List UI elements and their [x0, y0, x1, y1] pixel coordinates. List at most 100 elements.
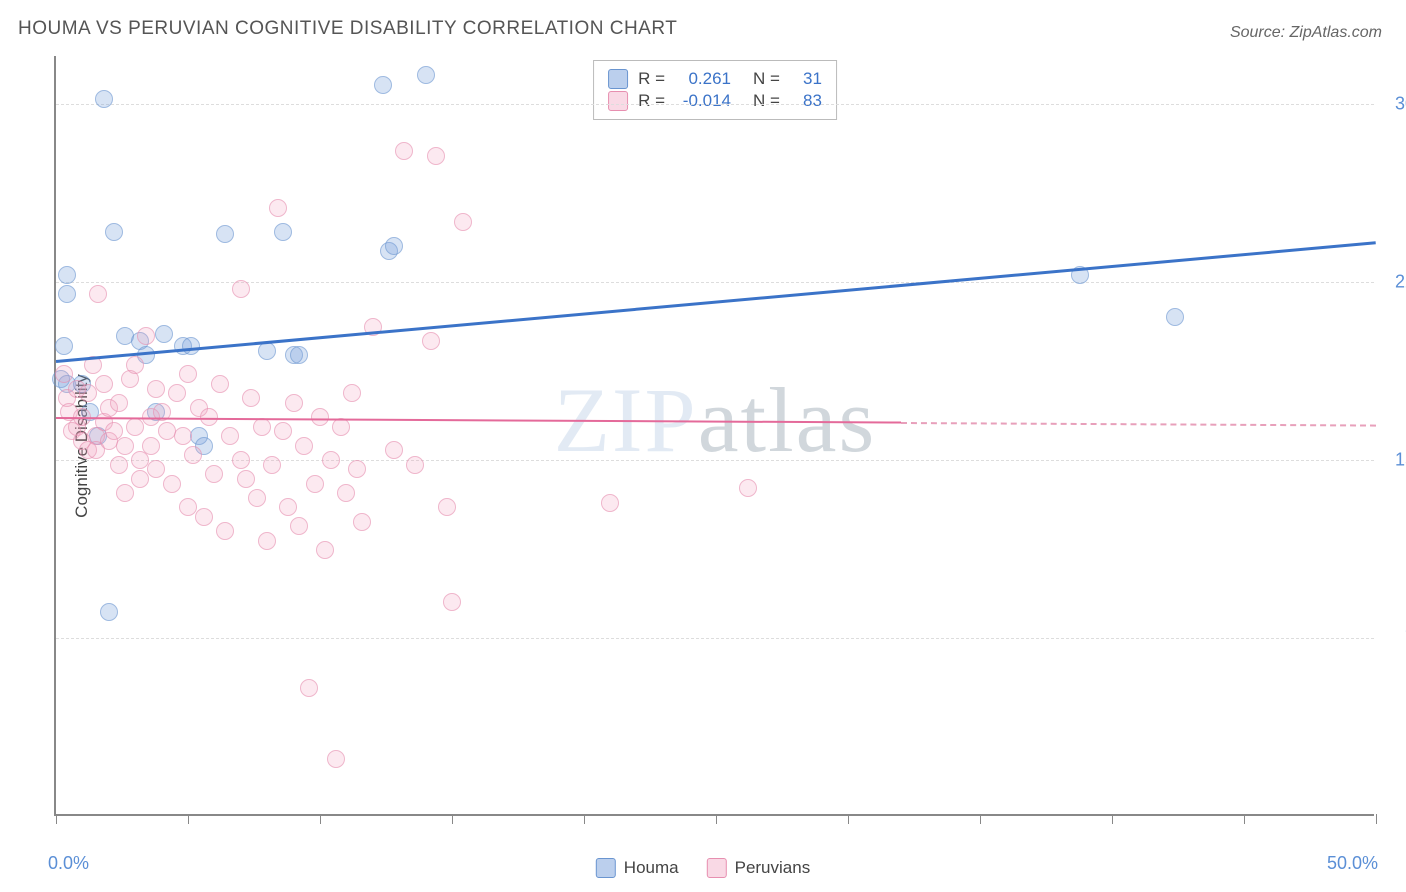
legend-label: Peruvians — [735, 858, 811, 878]
x-tick — [716, 814, 717, 824]
point-peruvians — [147, 380, 165, 398]
point-peruvians — [205, 465, 223, 483]
point-peruvians — [427, 147, 445, 165]
point-peruvians — [311, 408, 329, 426]
point-peruvians — [110, 456, 128, 474]
point-peruvians — [395, 142, 413, 160]
point-peruvians — [137, 327, 155, 345]
point-peruvians — [739, 479, 757, 497]
stats-n-label: N = — [753, 69, 780, 89]
x-tick — [848, 814, 849, 824]
point-peruvians — [79, 384, 97, 402]
legend-swatch-pink — [707, 858, 727, 878]
point-peruvians — [422, 332, 440, 350]
point-peruvians — [211, 375, 229, 393]
stats-n-value: 83 — [790, 91, 822, 111]
x-tick — [56, 814, 57, 824]
gridline-h — [56, 460, 1374, 461]
point-peruvians — [147, 460, 165, 478]
x-tick — [1376, 814, 1377, 824]
point-houma — [95, 90, 113, 108]
gridline-h — [56, 638, 1374, 639]
y-tick-label: 30.0% — [1395, 93, 1406, 114]
point-houma — [1166, 308, 1184, 326]
point-peruvians — [89, 285, 107, 303]
point-peruvians — [327, 750, 345, 768]
point-houma — [155, 325, 173, 343]
stats-row: R =-0.014N =83 — [608, 91, 822, 111]
legend-swatch-pink — [608, 91, 628, 111]
x-tick — [584, 814, 585, 824]
point-houma — [374, 76, 392, 94]
y-tick-label: 22.5% — [1395, 271, 1406, 292]
point-peruvians — [285, 394, 303, 412]
point-houma — [100, 603, 118, 621]
trendline-houma — [56, 241, 1376, 362]
point-peruvians — [263, 456, 281, 474]
point-peruvians — [232, 280, 250, 298]
point-peruvians — [300, 679, 318, 697]
stats-row: R =0.261N =31 — [608, 69, 822, 89]
point-houma — [274, 223, 292, 241]
source-attribution: Source: ZipAtlas.com — [1230, 24, 1382, 42]
point-houma — [216, 225, 234, 243]
point-peruvians — [279, 498, 297, 516]
stats-r-value: 0.261 — [675, 69, 731, 89]
stats-r-value: -0.014 — [675, 91, 731, 111]
point-peruvians — [110, 394, 128, 412]
point-peruvians — [454, 213, 472, 231]
point-peruvians — [232, 451, 250, 469]
point-peruvians — [168, 384, 186, 402]
point-houma — [58, 266, 76, 284]
point-houma — [417, 66, 435, 84]
point-peruvians — [221, 427, 239, 445]
point-peruvians — [443, 593, 461, 611]
point-peruvians — [343, 384, 361, 402]
point-peruvians — [179, 365, 197, 383]
point-peruvians — [237, 470, 255, 488]
point-peruvians — [242, 389, 260, 407]
point-peruvians — [126, 418, 144, 436]
x-tick — [320, 814, 321, 824]
y-tick-label: 15.0% — [1395, 449, 1406, 470]
point-peruvians — [163, 475, 181, 493]
trendline-peruvians-dashed — [901, 422, 1376, 427]
point-peruvians — [253, 418, 271, 436]
trendline-peruvians-solid — [56, 417, 901, 424]
x-axis-max-label: 50.0% — [1327, 853, 1378, 874]
point-peruvians — [142, 437, 160, 455]
point-peruvians — [322, 451, 340, 469]
point-peruvians — [55, 365, 73, 383]
chart-container: HOUMA VS PERUVIAN COGNITIVE DISABILITY C… — [0, 0, 1406, 892]
gridline-h — [56, 282, 1374, 283]
point-peruvians — [216, 522, 234, 540]
point-houma — [182, 337, 200, 355]
point-houma — [385, 237, 403, 255]
stats-box: R =0.261N =31R =-0.014N =83 — [593, 60, 837, 120]
point-peruvians — [337, 484, 355, 502]
point-peruvians — [295, 437, 313, 455]
point-houma — [58, 285, 76, 303]
point-houma — [105, 223, 123, 241]
point-peruvians — [248, 489, 266, 507]
point-peruvians — [353, 513, 371, 531]
point-houma — [55, 337, 73, 355]
stats-n-label: N = — [753, 91, 780, 111]
point-peruvians — [406, 456, 424, 474]
gridline-h — [56, 104, 1374, 105]
stats-r-label: R = — [638, 69, 665, 89]
point-peruvians — [126, 356, 144, 374]
point-houma — [258, 342, 276, 360]
point-peruvians — [274, 422, 292, 440]
legend-item-houma: Houma — [596, 858, 679, 878]
point-peruvians — [116, 484, 134, 502]
chart-title: HOUMA VS PERUVIAN COGNITIVE DISABILITY C… — [18, 18, 677, 40]
x-tick — [188, 814, 189, 824]
point-peruvians — [174, 427, 192, 445]
legend-label: Houma — [624, 858, 679, 878]
bottom-legend: Houma Peruvians — [596, 858, 810, 878]
point-peruvians — [438, 498, 456, 516]
x-tick — [1112, 814, 1113, 824]
point-peruvians — [316, 541, 334, 559]
point-peruvians — [95, 375, 113, 393]
